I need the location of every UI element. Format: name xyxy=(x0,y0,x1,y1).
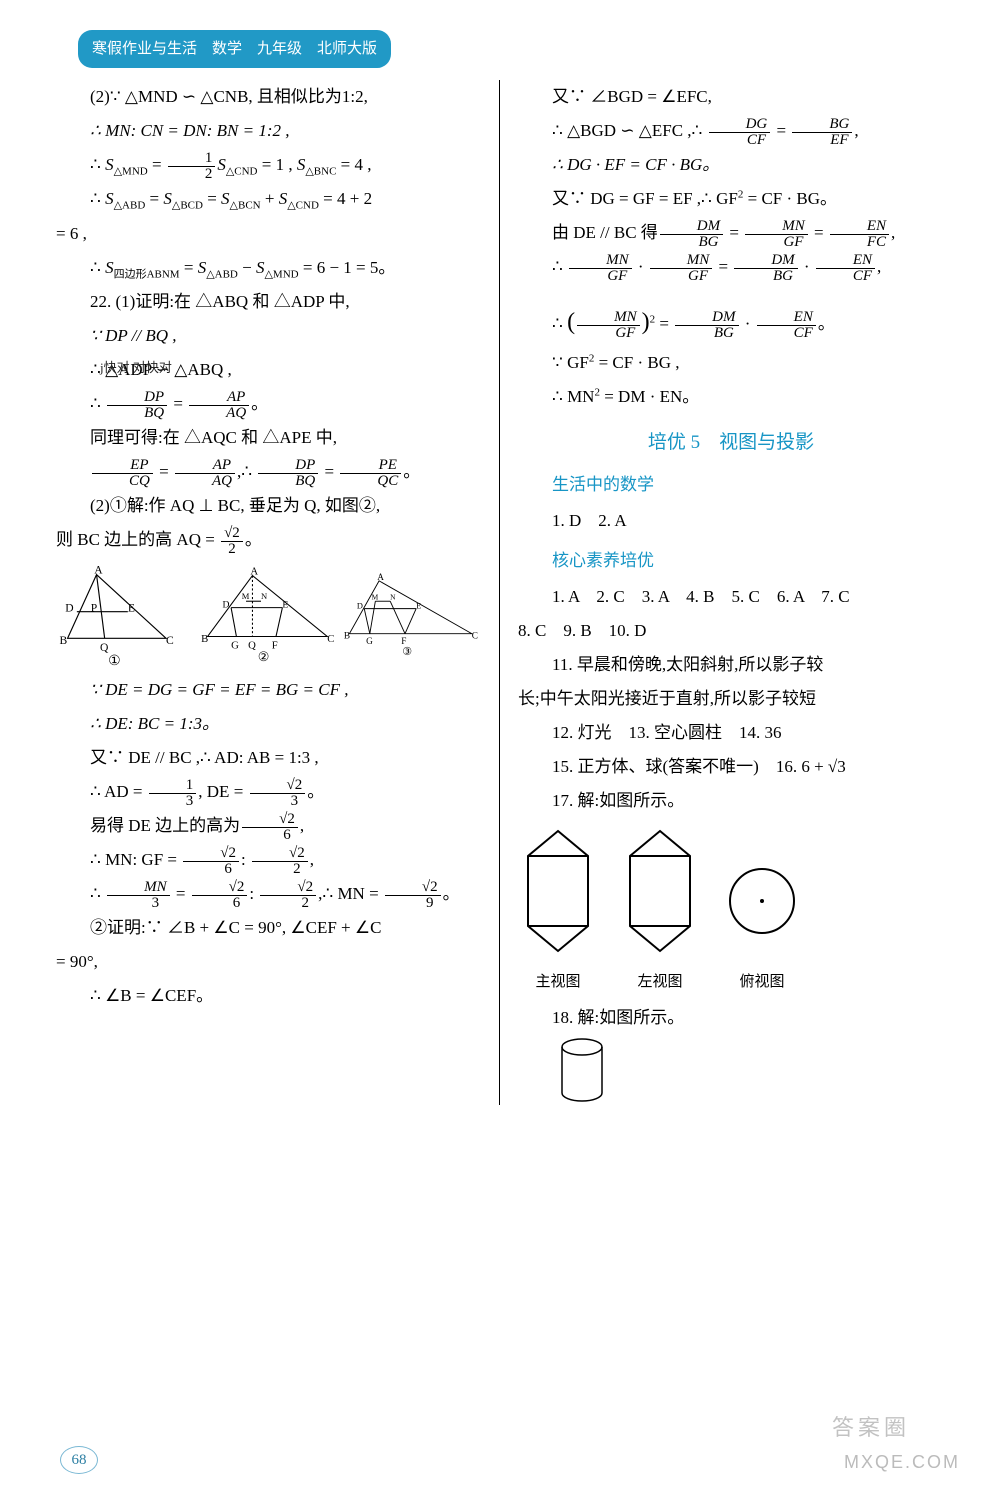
text-line: 12. 灯光 13. 空心圆柱 14. 36 xyxy=(518,716,944,750)
text-line: 则 BC 边上的高 AQ = √22。 xyxy=(56,523,481,557)
text-line: 又∵ ∠BGD = ∠EFC, xyxy=(518,80,944,114)
answer-line: 8. C 9. B 10. D xyxy=(518,614,944,648)
text-line: 又∵ DG = GF = EF ,∴ GF2 = CF · BG。 xyxy=(518,182,944,216)
watermark-en: MXQE.COM xyxy=(844,1444,960,1480)
text-line: ∵ DP // BQ , xyxy=(56,319,481,353)
svg-text:G: G xyxy=(231,639,239,651)
front-view: 主视图 xyxy=(518,826,598,997)
svg-text:M: M xyxy=(372,593,379,602)
svg-text:A: A xyxy=(94,564,103,577)
text-line: ∴ AD = 13, DE = √23。 xyxy=(56,775,481,809)
answer-line: 1. A 2. C 3. A 4. B 5. C 6. A 7. C xyxy=(518,580,944,614)
diagram-3: A B C D E M N G F ③ xyxy=(342,563,481,667)
left-column: (2)∵ △MND ∽ △CNB, 且相似比为1:2, ∴ MN: CN = D… xyxy=(48,80,500,1105)
text-line: ∴ ∠B = ∠CEF。 xyxy=(56,979,481,1013)
diagram-1: A B C D E P Q ① xyxy=(56,563,195,667)
text-line: ∵ GF2 = CF · BG , xyxy=(518,346,944,380)
right-column: 又∵ ∠BGD = ∠EFC, ∴ △BGD ∽ △EFC ,∴ DGCF = … xyxy=(500,80,952,1105)
svg-text:D: D xyxy=(223,600,230,611)
text-line: ∴ S△MND = 12S△CND = 1 , S△BNC = 4 , xyxy=(56,148,481,182)
svg-text:C: C xyxy=(166,634,174,647)
text-line: ∴ S四边形ABNM = S△ABD − S△MND = 6 − 1 = 5。 xyxy=(56,251,481,285)
svg-text:B: B xyxy=(201,633,208,645)
svg-text:A: A xyxy=(250,566,258,578)
svg-text:Q: Q xyxy=(100,641,109,654)
svg-text:③: ③ xyxy=(402,646,412,658)
two-column-layout: (2)∵ △MND ∽ △CNB, 且相似比为1:2, ∴ MN: CN = D… xyxy=(48,80,952,1105)
header-pill: 寒假作业与生活 数学 九年级 北师大版 xyxy=(78,30,391,68)
svg-text:C: C xyxy=(327,633,334,645)
subsection-title: 生活中的数学 xyxy=(518,468,944,502)
text-line: 同理可得:在 △AQC 和 △APE 中, xyxy=(56,421,481,455)
text-line: 22. (1)证明:在 △ABQ 和 △ADP 中, xyxy=(56,285,481,319)
svg-text:N: N xyxy=(261,591,267,601)
text-line: ∴ DPBQ = APAQ。 xyxy=(56,387,481,421)
svg-text:F: F xyxy=(272,639,278,651)
text-line: ∴ MN: GF = √26: √22, xyxy=(56,843,481,877)
svg-text:G: G xyxy=(366,637,373,647)
triangle-diagrams: A B C D E P Q ① A B xyxy=(56,563,481,667)
cylinder-diagram xyxy=(552,1035,944,1105)
text-line: 18. 解:如图所示。 xyxy=(518,1001,944,1035)
svg-text:E: E xyxy=(416,602,421,611)
text-line: ∴ DG · EF = CF · BG。 xyxy=(518,148,944,182)
text-line: 长;中午太阳光接近于直射,所以影子较短 xyxy=(518,682,944,716)
svg-text:①: ① xyxy=(108,654,120,667)
text-line: ∴ △BGD ∽ △EFC ,∴ DGCF = BGEF, xyxy=(518,114,944,148)
page-number: 68 xyxy=(60,1446,98,1474)
three-views: 主视图 左视图 俯视图 xyxy=(518,826,944,997)
overlay-text: j快对 对快对 xyxy=(100,360,172,376)
text-line: 17. 解:如图所示。 xyxy=(518,784,944,818)
text-line: EPCQ = APAQ,∴ DPBQ = PEQC。 xyxy=(56,455,481,489)
text-line: (2)①解:作 AQ ⊥ BC, 垂足为 Q, 如图②, xyxy=(56,489,481,523)
text-line: ∴ S△ABD = S△BCD = S△BCN + S△CND = 4 + 2 xyxy=(56,182,481,216)
svg-text:B: B xyxy=(59,634,67,647)
left-view: 左视图 xyxy=(620,826,700,997)
diagram-2: A B C D E M N G Q F ② xyxy=(199,563,338,667)
svg-text:N: N xyxy=(390,593,396,602)
text-line: (2)∵ △MND ∽ △CNB, 且相似比为1:2, xyxy=(56,80,481,114)
svg-text:B: B xyxy=(344,631,350,641)
svg-text:E: E xyxy=(128,602,135,615)
svg-text:M: M xyxy=(242,591,250,601)
text-line: ∵ DE = DG = GF = EF = BG = CF , xyxy=(56,673,481,707)
text-line: 11. 早晨和傍晚,太阳斜射,所以影子较 xyxy=(518,648,944,682)
svg-text:Q: Q xyxy=(248,639,256,651)
svg-text:E: E xyxy=(282,600,288,611)
text-line: 由 DE // BC 得DMBG = MNGF = ENFC, xyxy=(518,216,944,250)
text-line: 15. 正方体、球(答案不唯一) 16. 6 + √3 xyxy=(518,750,944,784)
text-line: = 6 , xyxy=(56,217,481,251)
text-line: ∴ MN: CN = DN: BN = 1:2 , xyxy=(56,114,481,148)
svg-text:A: A xyxy=(377,573,384,583)
svg-text:P: P xyxy=(91,602,97,615)
text-line: ∴ (MNGF)2 = DMBG · ENCF。 xyxy=(518,298,944,346)
section-title: 培优 5 视图与投影 xyxy=(518,424,944,462)
text-line: ∴ MN3 = √26: √22,∴ MN = √29。 xyxy=(56,877,481,911)
text-line: 易得 DE 边上的高为√26, xyxy=(56,809,481,843)
text-line: ∴ MNGF · MNGF = DMBG · ENCF, xyxy=(518,250,944,284)
text-line: ∴ MN2 = DM · EN。 xyxy=(518,380,944,414)
top-view: 俯视图 xyxy=(722,826,802,997)
text-line: ②证明:∵ ∠B + ∠C = 90°, ∠CEF + ∠C xyxy=(56,911,481,945)
answer-line: 1. D 2. A xyxy=(518,504,944,538)
svg-text:D: D xyxy=(65,602,73,615)
svg-text:D: D xyxy=(357,602,363,611)
svg-text:②: ② xyxy=(258,650,270,664)
text-line: ∴ DE: BC = 1:3。 xyxy=(56,707,481,741)
svg-text:C: C xyxy=(472,631,478,641)
text-line: 又∵ DE // BC ,∴ AD: AB = 1:3 , xyxy=(56,741,481,775)
text-line: = 90°, xyxy=(56,945,481,979)
subsection-title: 核心素养培优 xyxy=(518,544,944,578)
